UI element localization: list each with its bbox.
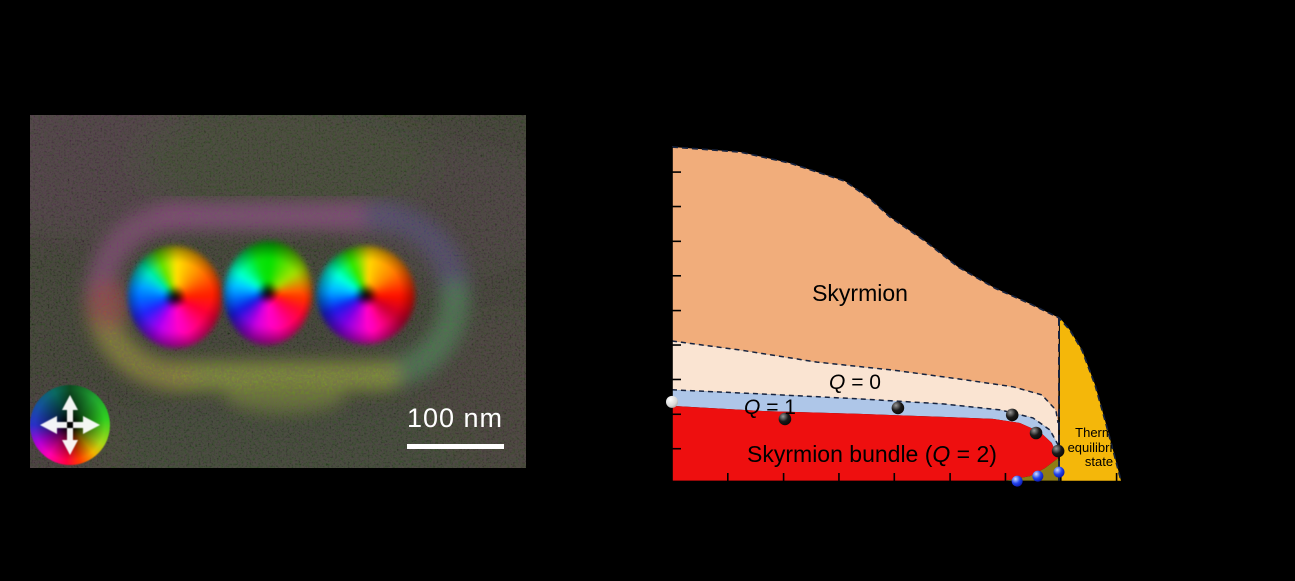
arrow-down-icon	[62, 440, 78, 455]
phase-diagram-panel: Skyrmion Q = 0 Q = 1 Skyrmion bundle (Q …	[660, 140, 1140, 492]
boundary-q1-dashed	[671, 389, 1059, 446]
region-q1	[672, 389, 1059, 459]
data-point-white	[666, 395, 678, 408]
data-point-blue	[1011, 475, 1023, 487]
data-point-black	[1005, 408, 1019, 422]
scale-bar	[407, 444, 504, 449]
arrow-right-icon	[83, 416, 100, 434]
magnetization-color-wheel	[30, 385, 110, 465]
axis-lines	[671, 147, 1128, 483]
region-thermal	[1059, 317, 1122, 482]
region-khaki	[1005, 458, 1060, 481]
phase-diagram-plot	[666, 146, 1128, 487]
data-point-black	[778, 412, 792, 426]
data-point-blue	[1032, 470, 1044, 482]
ltem-background	[30, 115, 526, 468]
skyrmion-blob-right	[317, 246, 415, 344]
region-q0	[672, 341, 1059, 445]
region-bundle	[672, 405, 1059, 481]
data-point-black	[891, 401, 905, 415]
data-points	[666, 395, 1065, 487]
scale-bar-label: 100 nm	[406, 403, 504, 433]
boundary-outer-dashed	[671, 146, 1122, 482]
phase-regions	[672, 147, 1122, 482]
ltem-image-panel: 100 nm	[30, 115, 526, 468]
data-point-blue	[1053, 466, 1065, 478]
arrow-up-icon	[62, 395, 78, 410]
data-point-black	[1029, 426, 1043, 440]
data-point-black	[1051, 444, 1065, 458]
axes-and-ticks	[671, 147, 1128, 483]
boundary-q0-dashed	[671, 340, 1059, 424]
arrow-left-icon	[40, 416, 57, 434]
region-skyrmion	[672, 147, 1059, 423]
